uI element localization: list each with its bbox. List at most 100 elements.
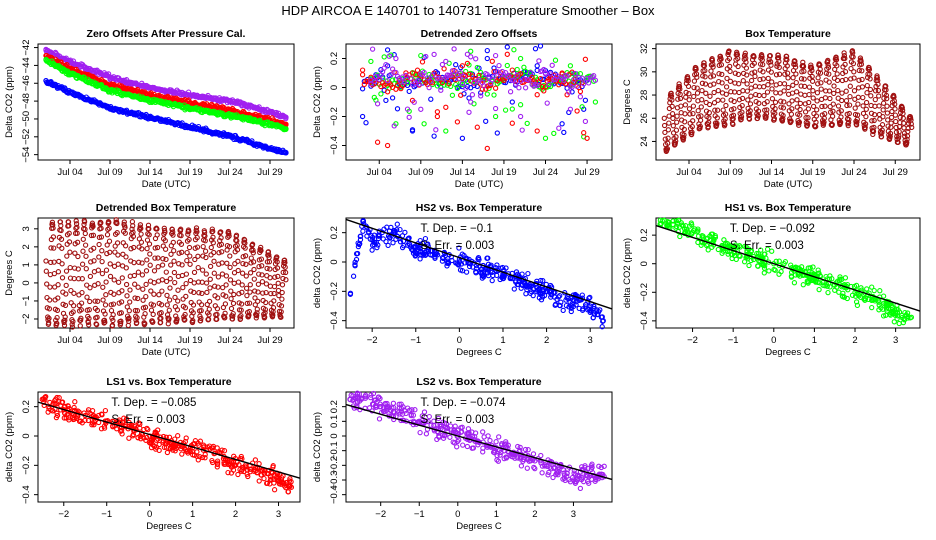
data-point <box>233 232 240 238</box>
data-point <box>528 283 534 290</box>
data-point <box>682 119 688 125</box>
data-point <box>206 443 213 449</box>
data-point <box>154 244 161 251</box>
data-point <box>784 57 790 63</box>
data-point <box>722 121 728 128</box>
data-point <box>809 67 815 74</box>
data-point <box>447 434 453 440</box>
data-point <box>792 61 798 68</box>
x-axis-label: Date (UTC) <box>764 179 813 190</box>
data-point <box>504 51 510 57</box>
data-point <box>119 431 125 437</box>
data-point <box>751 54 757 60</box>
data-point <box>433 127 439 133</box>
data-point <box>55 269 62 275</box>
data-point <box>789 98 795 104</box>
data-point <box>827 109 834 115</box>
y-tick-label: −0.4 <box>329 311 340 330</box>
data-point <box>358 233 364 239</box>
data-point <box>539 83 545 90</box>
data-point <box>223 273 230 279</box>
data-point <box>760 69 766 75</box>
data-point <box>756 100 762 106</box>
data-point <box>808 65 815 71</box>
data-point <box>685 75 691 81</box>
data-point <box>858 58 864 64</box>
x-tick-label: 0 <box>771 335 776 346</box>
data-point <box>228 288 234 294</box>
data-point <box>805 115 811 121</box>
data-point <box>240 254 246 260</box>
data-point <box>147 85 153 91</box>
data-point <box>107 249 113 255</box>
data-point <box>78 300 85 306</box>
data-point <box>278 314 284 320</box>
y-tick-label: −50 <box>21 111 32 127</box>
data-point <box>733 256 739 263</box>
data-point <box>227 253 233 259</box>
data-point <box>730 121 736 128</box>
data-point <box>144 245 150 252</box>
data-point <box>870 131 876 138</box>
x-tick-label: Jul 29 <box>883 167 908 178</box>
data-point <box>851 283 858 290</box>
data-point <box>130 233 137 240</box>
data-point <box>59 275 66 281</box>
data-point <box>409 70 416 76</box>
data-point <box>241 237 248 243</box>
data-point <box>83 266 89 272</box>
data-point <box>255 281 262 287</box>
data-point <box>419 59 426 65</box>
data-point <box>896 128 902 135</box>
data-point <box>69 321 75 327</box>
data-point <box>419 413 425 419</box>
data-point <box>122 224 128 231</box>
data-point <box>764 246 771 252</box>
series-points <box>347 390 607 492</box>
data-point <box>115 252 121 258</box>
data-point <box>394 106 401 112</box>
data-point <box>760 76 766 82</box>
data-point <box>115 261 121 267</box>
data-point <box>524 286 530 293</box>
data-point <box>776 58 782 65</box>
data-point <box>478 93 484 99</box>
data-point <box>252 457 259 463</box>
data-point <box>524 465 530 471</box>
data-point <box>130 433 136 439</box>
data-point <box>542 70 549 76</box>
data-point <box>223 282 229 288</box>
data-point <box>756 92 762 99</box>
plot-frame <box>37 391 301 503</box>
data-point <box>187 449 193 455</box>
data-point <box>254 312 260 319</box>
data-point <box>784 63 790 69</box>
data-point <box>832 287 838 293</box>
data-point <box>691 84 697 91</box>
data-point <box>194 229 200 235</box>
data-point <box>126 308 132 314</box>
data-point <box>723 91 729 97</box>
data-point <box>99 258 105 265</box>
data-point <box>480 449 486 455</box>
data-point <box>708 74 714 80</box>
y-axis-label: Degrees C <box>4 250 15 296</box>
data-point <box>171 269 178 276</box>
data-point <box>198 302 205 308</box>
data-point <box>86 322 92 328</box>
data-point <box>127 299 133 305</box>
data-point <box>64 62 70 68</box>
data-point <box>82 242 89 248</box>
data-point <box>181 445 187 452</box>
data-point <box>569 474 576 481</box>
data-point <box>47 284 53 290</box>
data-point <box>851 88 858 94</box>
data-point <box>369 46 376 52</box>
data-point <box>844 281 851 288</box>
data-point <box>146 439 153 446</box>
data-point <box>732 70 738 76</box>
data-point <box>761 270 767 276</box>
data-point <box>769 86 775 92</box>
data-point <box>172 294 178 301</box>
figure-title: HDP AIRCOA E 140701 to 140731 Temperatur… <box>281 3 655 18</box>
